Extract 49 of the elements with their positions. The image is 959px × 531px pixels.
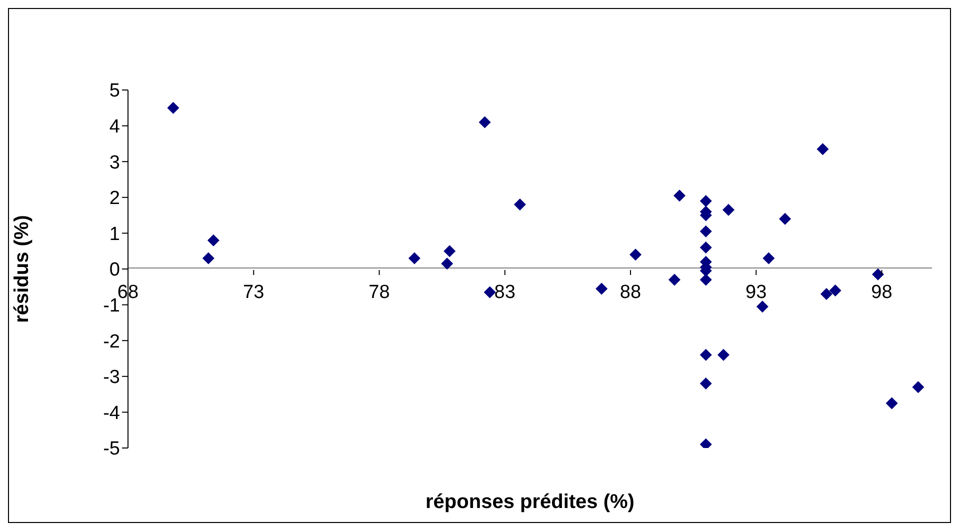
point [668, 274, 680, 286]
y-tick-label: 3 [109, 152, 120, 174]
point [478, 116, 491, 128]
y-tick-label: 2 [109, 188, 120, 210]
point [630, 248, 642, 261]
y-tick-label: 4 [109, 116, 120, 138]
point [820, 288, 832, 300]
y-axis-title: résidus (%) [11, 215, 34, 323]
point [779, 212, 792, 225]
point [912, 381, 924, 394]
x-tick-label: 98 [871, 282, 892, 303]
point [816, 143, 829, 156]
point [756, 300, 768, 313]
point [596, 282, 608, 295]
x-tick-label: 88 [620, 282, 642, 303]
y-tick-label: -3 [103, 367, 120, 388]
y-tick-label: -1 [103, 296, 120, 317]
point [444, 245, 456, 258]
point [717, 348, 730, 361]
x-tick-label: 83 [494, 282, 516, 303]
point [886, 397, 898, 410]
point [408, 252, 420, 264]
point [484, 286, 496, 298]
y-tick-label: -5 [103, 438, 120, 460]
point [762, 252, 775, 264]
x-tick-label: 93 [746, 282, 767, 303]
point [700, 242, 712, 254]
point [872, 268, 884, 280]
point [700, 194, 712, 207]
point [700, 378, 712, 390]
y-tick-label: -2 [103, 331, 120, 352]
point [202, 252, 214, 264]
x-tick-label: 73 [243, 282, 264, 303]
point [673, 190, 686, 202]
point [207, 234, 220, 246]
y-tick-label: 0 [109, 260, 120, 281]
y-tick-label: 1 [109, 224, 120, 245]
point [700, 225, 712, 238]
point [514, 198, 526, 211]
point [700, 348, 712, 361]
point [700, 274, 712, 286]
y-tick-label: -4 [103, 402, 120, 424]
point [441, 258, 454, 270]
x-axis-title: réponses prédites (%) [426, 491, 634, 513]
point [722, 204, 734, 216]
point [829, 284, 842, 296]
point [167, 102, 180, 114]
x-tick-label: 78 [368, 282, 390, 303]
y-tick-label: 5 [109, 80, 120, 102]
